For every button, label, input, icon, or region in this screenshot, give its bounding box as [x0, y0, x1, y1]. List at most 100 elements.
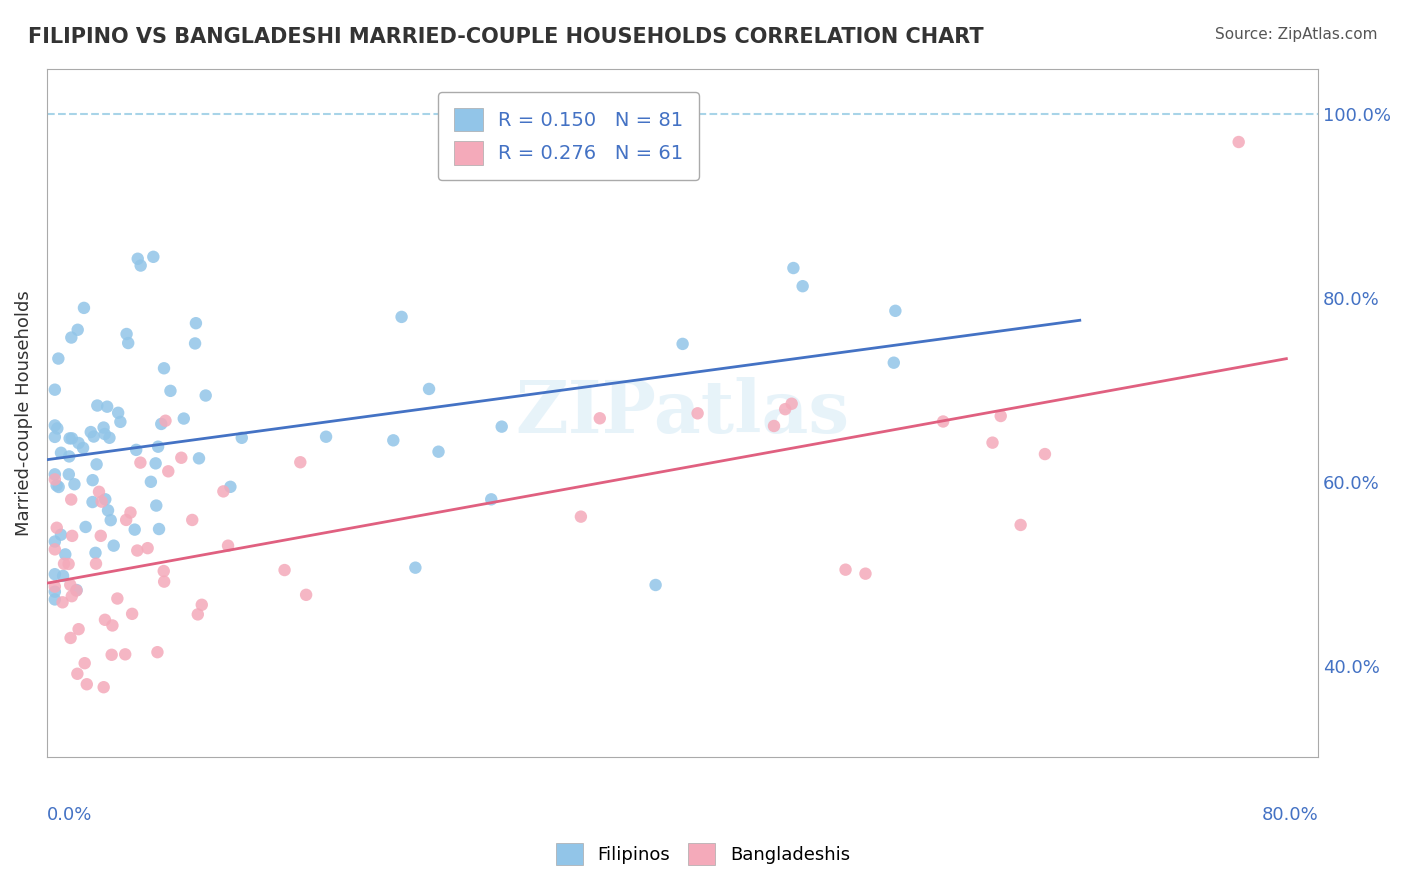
Point	[124, 523, 146, 537]
Point	[1227, 135, 1250, 149]
Point	[418, 382, 440, 396]
Point	[67, 622, 90, 636]
Point	[129, 456, 152, 470]
Point	[884, 303, 907, 318]
Point	[569, 509, 592, 524]
Point	[194, 388, 217, 402]
Point	[883, 356, 905, 370]
Point	[96, 400, 118, 414]
Point	[49, 527, 72, 541]
Point	[59, 578, 82, 592]
Point	[981, 435, 1004, 450]
Point	[672, 337, 695, 351]
Point	[45, 521, 67, 535]
Point	[145, 456, 167, 470]
Point	[127, 252, 149, 266]
Point	[59, 631, 82, 645]
Point	[1033, 447, 1056, 461]
Point	[184, 336, 207, 351]
Point	[773, 402, 796, 417]
Point	[219, 480, 242, 494]
Point	[45, 478, 67, 492]
Point	[187, 607, 209, 622]
Point	[51, 595, 73, 609]
Point	[63, 477, 86, 491]
Point	[60, 431, 83, 445]
Point	[76, 677, 98, 691]
Point	[73, 656, 96, 670]
Point	[75, 520, 97, 534]
Point	[80, 425, 103, 439]
Point	[90, 529, 112, 543]
Point	[65, 583, 87, 598]
Point	[157, 464, 180, 478]
Point	[59, 431, 82, 445]
Point	[391, 310, 413, 324]
Point	[93, 680, 115, 694]
Point	[94, 492, 117, 507]
Point	[44, 534, 66, 549]
Point	[404, 560, 426, 574]
Point	[44, 592, 66, 607]
Point	[188, 451, 211, 466]
Point	[155, 414, 177, 428]
Point	[44, 430, 66, 444]
Text: ZIPatlas: ZIPatlas	[516, 377, 849, 449]
Point	[855, 566, 877, 581]
Point	[93, 427, 115, 442]
Point	[86, 399, 108, 413]
Legend: R = 0.150   N = 81, R = 0.276   N = 61: R = 0.150 N = 81, R = 0.276 N = 61	[439, 92, 699, 180]
Point	[105, 591, 128, 606]
Point	[932, 415, 955, 429]
Point	[191, 598, 214, 612]
Point	[44, 418, 66, 433]
Point	[58, 467, 80, 482]
Point	[115, 326, 138, 341]
Point	[990, 409, 1012, 423]
Point	[97, 503, 120, 517]
Point	[53, 557, 76, 571]
Point	[231, 431, 253, 445]
Point	[125, 442, 148, 457]
Point	[44, 472, 66, 486]
Point	[67, 436, 90, 450]
Legend: Filipinos, Bangladeshis: Filipinos, Bangladeshis	[547, 834, 859, 874]
Point	[48, 480, 70, 494]
Point	[84, 557, 107, 571]
Point	[139, 475, 162, 489]
Point	[273, 563, 295, 577]
Point	[150, 417, 173, 431]
Point	[136, 541, 159, 556]
Point	[834, 563, 856, 577]
Point	[100, 513, 122, 527]
Point	[152, 564, 174, 578]
Point	[73, 301, 96, 315]
Point	[117, 336, 139, 351]
Point	[48, 351, 70, 366]
Point	[82, 495, 104, 509]
Point	[153, 361, 176, 376]
Point	[589, 411, 612, 425]
Text: 80.0%: 80.0%	[1261, 805, 1319, 823]
Point	[121, 607, 143, 621]
Point	[114, 648, 136, 662]
Point	[46, 421, 69, 435]
Point	[49, 446, 72, 460]
Point	[146, 645, 169, 659]
Point	[72, 441, 94, 455]
Point	[53, 548, 76, 562]
Y-axis label: Married-couple Households: Married-couple Households	[15, 290, 32, 536]
Point	[782, 260, 804, 275]
Point	[142, 250, 165, 264]
Point	[44, 383, 66, 397]
Point	[83, 429, 105, 443]
Point	[87, 484, 110, 499]
Point	[103, 539, 125, 553]
Point	[181, 513, 204, 527]
Text: Source: ZipAtlas.com: Source: ZipAtlas.com	[1215, 27, 1378, 42]
Point	[762, 419, 785, 434]
Point	[170, 450, 193, 465]
Point	[44, 584, 66, 599]
Point	[491, 419, 513, 434]
Text: FILIPINO VS BANGLADESHI MARRIED-COUPLE HOUSEHOLDS CORRELATION CHART: FILIPINO VS BANGLADESHI MARRIED-COUPLE H…	[28, 27, 984, 46]
